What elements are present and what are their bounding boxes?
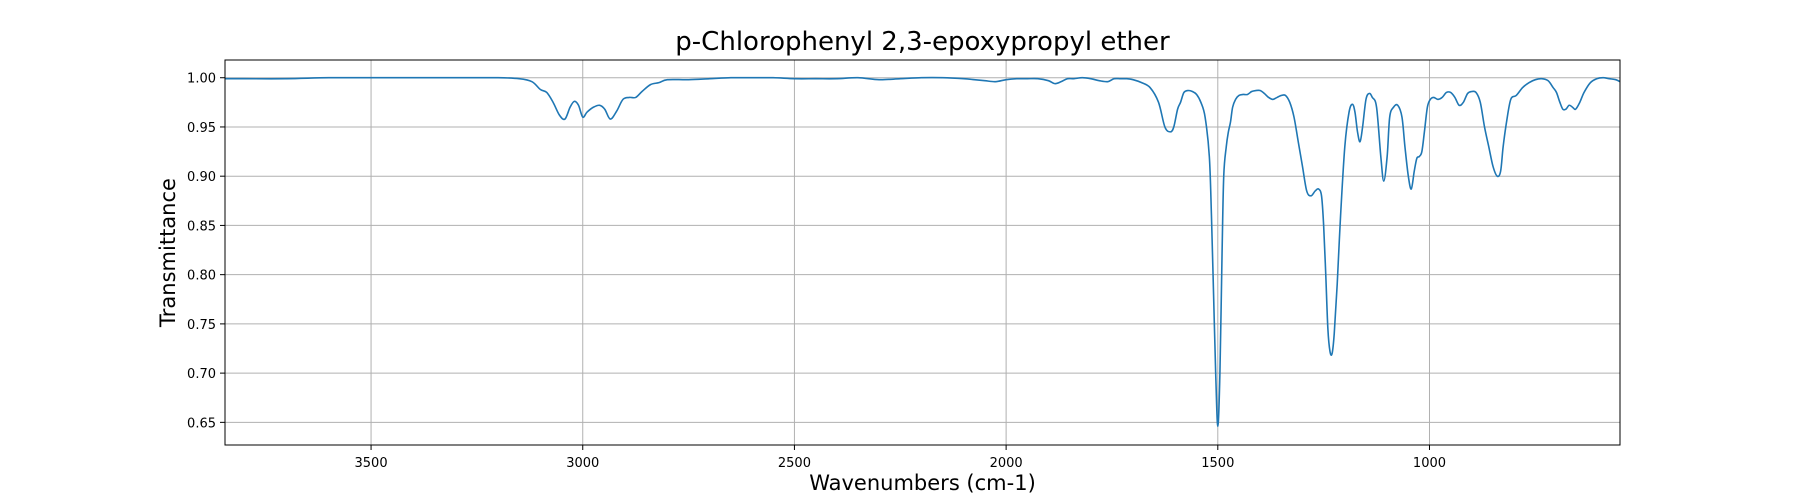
y-tick-label: 0.85 (187, 219, 216, 234)
x-tick-label: 2000 (990, 456, 1023, 471)
y-tick-label: 0.65 (187, 416, 216, 431)
x-axis: 3500 3000 2500 2000 1500 1000 (355, 445, 1446, 471)
x-axis-label: Wavenumbers (cm-1) (809, 471, 1036, 495)
plot-frame (224, 59, 1621, 446)
y-tick-label: 1.00 (187, 72, 216, 87)
x-tick-label: 1500 (1201, 456, 1234, 471)
y-axis-label: Transmittance (156, 178, 180, 328)
y-tick-label: 0.80 (187, 269, 216, 284)
series-line-transmittance (225, 76, 1621, 428)
y-tick-label: 0.70 (187, 367, 216, 382)
y-tick-label: 0.95 (187, 121, 216, 136)
y-tick-label: 0.75 (187, 318, 216, 333)
y-axis: 0.65 0.70 0.75 0.80 0.85 0.90 0.95 1.00 (187, 72, 225, 431)
chart-title: p-Chlorophenyl 2,3-epoxypropyl ether (675, 27, 1170, 57)
x-tick-label: 2500 (778, 456, 811, 471)
grid (225, 60, 1620, 445)
x-tick-label: 3500 (355, 456, 388, 471)
x-tick-label: 1000 (1413, 456, 1446, 471)
y-tick-label: 0.90 (187, 170, 216, 185)
x-tick-label: 3000 (566, 456, 599, 471)
